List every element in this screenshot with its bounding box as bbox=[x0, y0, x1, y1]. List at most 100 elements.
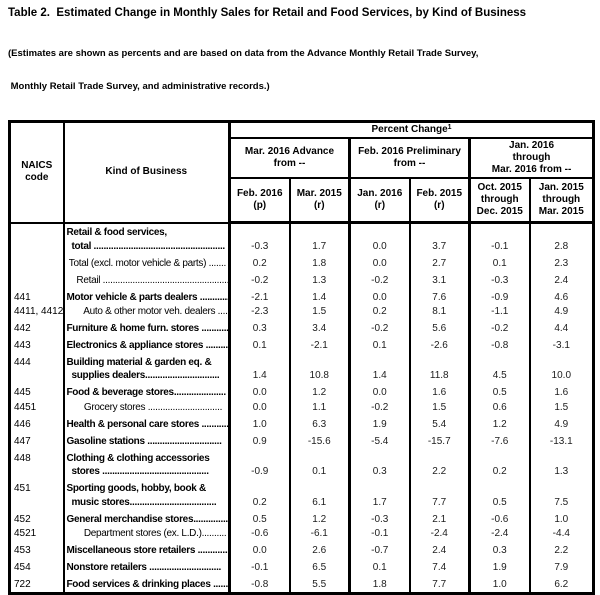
kind-of-business-label: Grocery stores .........................… bbox=[66, 401, 223, 413]
value-cell: 6.2 bbox=[528, 575, 595, 594]
value-cell: 0.2 bbox=[228, 253, 291, 271]
kind-of-business-label: Food & beverage stores..................… bbox=[66, 387, 227, 399]
value-cell: 8.1 bbox=[408, 304, 471, 320]
table-row: 446 Health & personal care stores .......… bbox=[8, 415, 595, 433]
kind-of-business-cell: Retail & food services, total ..........… bbox=[62, 222, 231, 254]
kind-of-business-label: stores .................................… bbox=[66, 466, 209, 478]
table-row: 454 Nonstore retailers ..................… bbox=[8, 558, 595, 576]
kind-of-business-label: Clothing & clothing accessories bbox=[66, 452, 210, 464]
kind-of-business-cell: Grocery stores .........................… bbox=[62, 400, 231, 416]
value-cell: 4.6 bbox=[528, 287, 595, 305]
value-cell: -0.6 bbox=[228, 526, 291, 542]
value-cell: 5.4 bbox=[408, 415, 471, 433]
value-cell: 7.9 bbox=[528, 558, 595, 576]
value-cell: -0.6 bbox=[468, 509, 531, 527]
value-cell: -0.3 bbox=[468, 270, 531, 288]
value-cell: 2.1 bbox=[408, 509, 471, 527]
table-row: 444 Building material & garden eq. & supp… bbox=[8, 353, 595, 384]
value-cell: -15.6 bbox=[288, 432, 351, 450]
kind-of-business-cell: Furniture & home furn. stores ..........… bbox=[62, 319, 231, 337]
value-cell: -1.1 bbox=[468, 304, 531, 320]
value-cell: 1.5 bbox=[408, 400, 471, 416]
value-cell: -0.1 bbox=[468, 222, 531, 254]
value-cell: -4.4 bbox=[528, 526, 595, 542]
value-cell: 1.5 bbox=[528, 400, 595, 416]
value-cell: 11.8 bbox=[408, 353, 471, 384]
naics-code-cell bbox=[8, 222, 65, 254]
value-cell: 10.0 bbox=[528, 353, 595, 384]
group-header-jan-mar2016: Jan. 2016 through Mar. 2016 from -- bbox=[467, 136, 595, 179]
value-cell: -0.1 bbox=[348, 526, 411, 542]
kind-of-business-cell: Building material & garden eq. & supplie… bbox=[62, 353, 231, 384]
naics-code-cell: 448 bbox=[8, 449, 65, 480]
value-cell: 1.9 bbox=[468, 558, 531, 576]
value-cell: 1.3 bbox=[528, 449, 595, 480]
kind-of-business-label: Auto & other motor veh. dealers ...... bbox=[66, 305, 230, 317]
kind-of-business-cell: General merchandise stores..............… bbox=[62, 509, 231, 527]
value-cell: -15.7 bbox=[408, 432, 471, 450]
value-cell: 0.0 bbox=[228, 400, 291, 416]
kind-of-business-cell: Total (excl. motor vehicle & parts) ....… bbox=[62, 253, 231, 271]
naics-code-cell bbox=[8, 253, 65, 271]
naics-code-cell: 453 bbox=[8, 541, 65, 559]
table-row: 452 General merchandise stores...........… bbox=[8, 509, 595, 527]
value-cell: 1.8 bbox=[348, 575, 411, 594]
table-note-line2: Monthly Retail Trade Survey, and adminis… bbox=[8, 81, 270, 92]
value-cell: 0.5 bbox=[228, 509, 291, 527]
value-cell: -0.2 bbox=[348, 270, 411, 288]
value-cell: -0.7 bbox=[348, 541, 411, 559]
value-cell: 0.2 bbox=[468, 449, 531, 480]
table-row: 442 Furniture & home furn. stores .......… bbox=[8, 319, 595, 337]
value-cell: 1.0 bbox=[528, 509, 595, 527]
value-cell: 1.7 bbox=[288, 222, 351, 254]
kind-of-business-cell: Retail .................................… bbox=[62, 270, 231, 288]
naics-code-cell: 454 bbox=[8, 558, 65, 576]
table-row: 722 Food services & drinking places .....… bbox=[8, 575, 595, 594]
value-cell: 0.3 bbox=[468, 541, 531, 559]
value-cell: 1.8 bbox=[288, 253, 351, 271]
value-cell: 0.0 bbox=[348, 222, 411, 254]
value-cell: -2.4 bbox=[408, 526, 471, 542]
value-cell: 1.2 bbox=[468, 415, 531, 433]
footnote-marker: 1 bbox=[447, 123, 452, 131]
kind-of-business-cell: Electronics & appliance stores .........… bbox=[62, 336, 231, 354]
naics-code-cell: 4521 bbox=[8, 526, 65, 542]
value-cell: 0.5 bbox=[468, 383, 531, 401]
value-cell: 0.0 bbox=[348, 287, 411, 305]
kind-of-business-label: Building material & garden eq. & bbox=[66, 356, 212, 368]
naics-code-cell: 442 bbox=[8, 319, 65, 337]
value-cell: 5.5 bbox=[288, 575, 351, 594]
value-cell: 7.6 bbox=[408, 287, 471, 305]
kind-of-business-label: total ..................................… bbox=[66, 240, 225, 252]
kind-of-business-label: music stores............................… bbox=[66, 496, 217, 508]
kind-of-business-header: Kind of Business bbox=[62, 120, 231, 224]
column-header-mar2015r: Mar. 2015 (r) bbox=[288, 176, 351, 224]
value-cell: 1.1 bbox=[288, 400, 351, 416]
percent-change-header: Percent Change1 bbox=[227, 120, 595, 139]
value-cell: 3.7 bbox=[408, 222, 471, 254]
value-cell: 2.4 bbox=[528, 270, 595, 288]
value-cell: 7.7 bbox=[408, 479, 471, 510]
value-cell: 2.3 bbox=[528, 253, 595, 271]
kind-of-business-label: Retail & food services, bbox=[66, 227, 168, 239]
value-cell: 7.7 bbox=[408, 575, 471, 594]
table-row: 448 Clothing & clothing accessories store… bbox=[8, 449, 595, 480]
table-row: 4411, 4412 Auto & other motor veh. deale… bbox=[8, 304, 595, 320]
percent-change-label: Percent Change bbox=[371, 123, 448, 135]
column-header-jan-mar2015: Jan. 2015 through Mar. 2015 bbox=[528, 176, 595, 224]
value-cell: 1.6 bbox=[528, 383, 595, 401]
value-cell: -0.9 bbox=[228, 449, 291, 480]
value-cell: 1.0 bbox=[228, 415, 291, 433]
value-cell: -2.4 bbox=[468, 526, 531, 542]
value-cell: -0.1 bbox=[228, 558, 291, 576]
kind-of-business-label: Total (excl. motor vehicle & parts) ....… bbox=[66, 257, 226, 269]
value-cell: 6.3 bbox=[288, 415, 351, 433]
page-title: Table 2. Estimated Change in Monthly Sal… bbox=[8, 7, 527, 19]
value-cell: 1.2 bbox=[288, 383, 351, 401]
value-cell: -0.8 bbox=[228, 575, 291, 594]
kind-of-business-label: Gasoline stations ......................… bbox=[66, 435, 222, 447]
value-cell: 2.8 bbox=[528, 222, 595, 254]
value-cell: 0.1 bbox=[468, 253, 531, 271]
value-cell: 5.6 bbox=[408, 319, 471, 337]
value-cell: 1.4 bbox=[288, 287, 351, 305]
